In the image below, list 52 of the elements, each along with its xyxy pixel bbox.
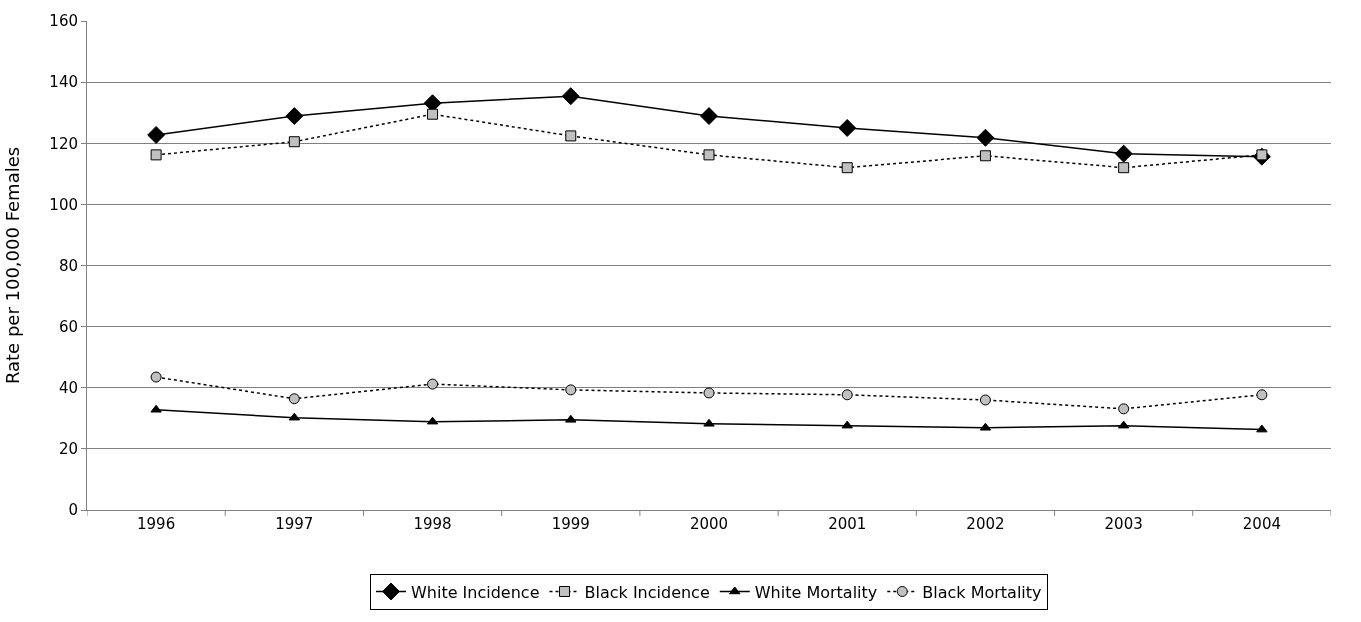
point bbox=[150, 404, 162, 413]
y-tick-label: 80 bbox=[58, 256, 78, 275]
legend-label: Black Mortality bbox=[922, 582, 1042, 602]
point bbox=[703, 149, 715, 161]
y-axis-title: Rate per 100,000 Females bbox=[1, 146, 23, 385]
point bbox=[288, 393, 300, 405]
point bbox=[1256, 424, 1268, 433]
point bbox=[427, 108, 439, 120]
x-tick-label: 1997 bbox=[275, 515, 314, 533]
y-tick-label: 20 bbox=[58, 440, 78, 459]
point bbox=[1118, 403, 1130, 415]
point bbox=[700, 107, 718, 125]
point bbox=[427, 378, 439, 390]
point bbox=[150, 371, 162, 383]
point bbox=[565, 414, 577, 423]
point bbox=[703, 387, 715, 399]
point bbox=[838, 119, 857, 137]
y-tick-label: 140 bbox=[49, 73, 78, 92]
x-tick-label: 2001 bbox=[828, 515, 867, 533]
y-tick-label: 40 bbox=[58, 379, 78, 397]
point bbox=[979, 394, 991, 406]
legend-label: Black Incidence bbox=[584, 582, 710, 602]
point bbox=[979, 150, 991, 162]
point bbox=[285, 107, 304, 125]
legend-label: White Incidence bbox=[411, 582, 540, 602]
y-tick-label: 0 bbox=[68, 501, 78, 520]
x-tick-label: 1996 bbox=[137, 515, 176, 533]
point bbox=[841, 162, 853, 174]
y-tick-label: 120 bbox=[49, 134, 78, 153]
point bbox=[703, 418, 715, 427]
y-tick-label: 60 bbox=[58, 317, 78, 336]
legend-label: White Mortality bbox=[754, 582, 878, 602]
point bbox=[841, 389, 853, 401]
point bbox=[565, 130, 577, 142]
x-tick-label: 2002 bbox=[966, 515, 1005, 533]
point bbox=[841, 420, 853, 429]
point bbox=[1114, 144, 1133, 163]
point bbox=[561, 87, 580, 106]
y-tick-label: 160 bbox=[49, 12, 78, 31]
y-tick-label: 100 bbox=[49, 195, 78, 214]
x-tick-label: 2000 bbox=[689, 515, 729, 533]
point bbox=[565, 384, 577, 396]
x-tick-label: 1999 bbox=[551, 515, 590, 533]
point bbox=[1256, 389, 1268, 401]
point bbox=[150, 149, 162, 161]
x-tick-label: 1998 bbox=[413, 515, 452, 533]
x-tick-label: 2004 bbox=[1242, 515, 1281, 533]
point bbox=[1118, 162, 1130, 174]
point bbox=[288, 136, 300, 148]
point bbox=[976, 128, 995, 147]
point bbox=[147, 126, 166, 144]
x-tick-label: 2003 bbox=[1104, 515, 1143, 533]
